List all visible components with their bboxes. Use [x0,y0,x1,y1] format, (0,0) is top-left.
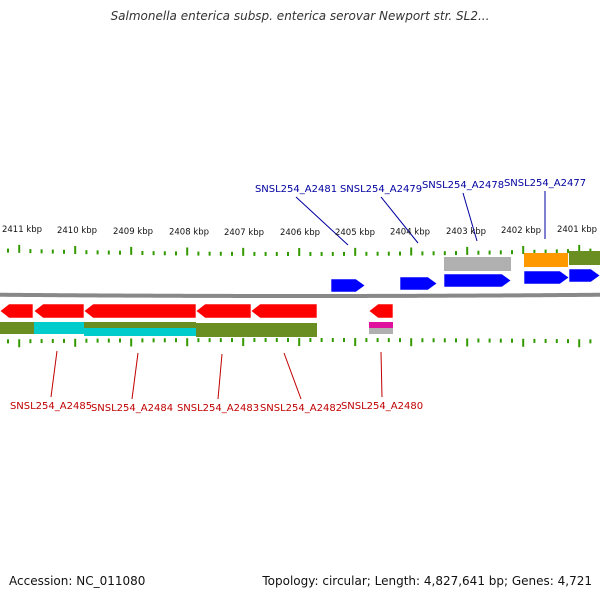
cog-bar-orange [524,253,568,267]
gene-label-SNSL254_A2479: SNSL254_A2479 [340,184,422,195]
gene-arrow-SNSL254_A2483 [195,303,252,319]
gene-arrow-SNSL254_A2480 [368,303,394,319]
cog-bar-magenta [369,322,393,328]
leader-line-SNSL254_A2479 [380,196,419,244]
gene-label-SNSL254_A2480: SNSL254_A2480 [341,401,423,412]
gene-arrow-SNSL254_A2482 [250,303,318,319]
gene-label-SNSL254_A2481: SNSL254_A2481 [255,184,337,195]
leader-line-SNSL254_A2482 [283,352,302,400]
cog-bar-cyan [34,322,84,334]
scale-label: 2401 kbp [557,225,597,235]
scale-label: 2406 kbp [280,228,320,238]
gene-label-SNSL254_A2477: SNSL254_A2477 [504,178,586,189]
gene-arrow [568,268,600,283]
scale-label: 2403 kbp [446,227,486,237]
leader-line-SNSL254_A2481 [295,196,349,246]
gene-arrow-SNSL254_A2479 [399,276,438,291]
leader-line-SNSL254_A2483 [217,353,223,400]
cog-bar-olive [0,322,34,334]
leader-line-SNSL254_A2480 [380,351,383,398]
leader-line-SNSL254_A2484 [131,352,139,400]
topology-summary: Topology: circular; Length: 4,827,641 bp… [262,574,592,588]
cog-bar-olive [84,322,196,328]
scale-label: 2402 kbp [501,226,541,236]
accession-label: Accession: NC_011080 [9,574,146,588]
gene-label-SNSL254_A2478: SNSL254_A2478 [422,180,504,191]
gene-label-SNSL254_A2484: SNSL254_A2484 [91,403,173,414]
gene-arrow-SNSL254_A2481 [330,278,366,293]
scale-label: 2411 kbp [2,225,42,235]
scale-label: 2410 kbp [57,226,97,236]
gene-label-SNSL254_A2485: SNSL254_A2485 [10,401,92,412]
cog-bar-cyan [84,328,196,336]
gene-arrow-SNSL254_A2478 [443,273,512,288]
gene-arrow [0,303,34,319]
backbone-ring [0,292,600,298]
genome-title: Salmonella enterica subsp. enterica sero… [110,9,490,23]
gene-arrow-SNSL254_A2484 [83,303,197,319]
cog-bar-gray [369,328,393,334]
scale-label: 2409 kbp [113,227,153,237]
cog-bar-olive [196,323,317,337]
scale-label: 2404 kbp [390,228,430,238]
scale-label: 2408 kbp [169,228,209,238]
gene-arrow-SNSL254_A2477 [523,270,570,285]
scale-label: 2407 kbp [224,228,264,238]
gene-label-SNSL254_A2483: SNSL254_A2483 [177,403,259,414]
scale-label: 2405 kbp [335,228,375,238]
leader-line-SNSL254_A2478 [462,192,478,242]
gene-label-SNSL254_A2482: SNSL254_A2482 [260,403,342,414]
cog-bar-gray [444,257,511,271]
cog-bar-olive [569,251,600,265]
leader-line-SNSL254_A2485 [50,350,58,398]
gene-arrow-SNSL254_A2485 [33,303,85,319]
